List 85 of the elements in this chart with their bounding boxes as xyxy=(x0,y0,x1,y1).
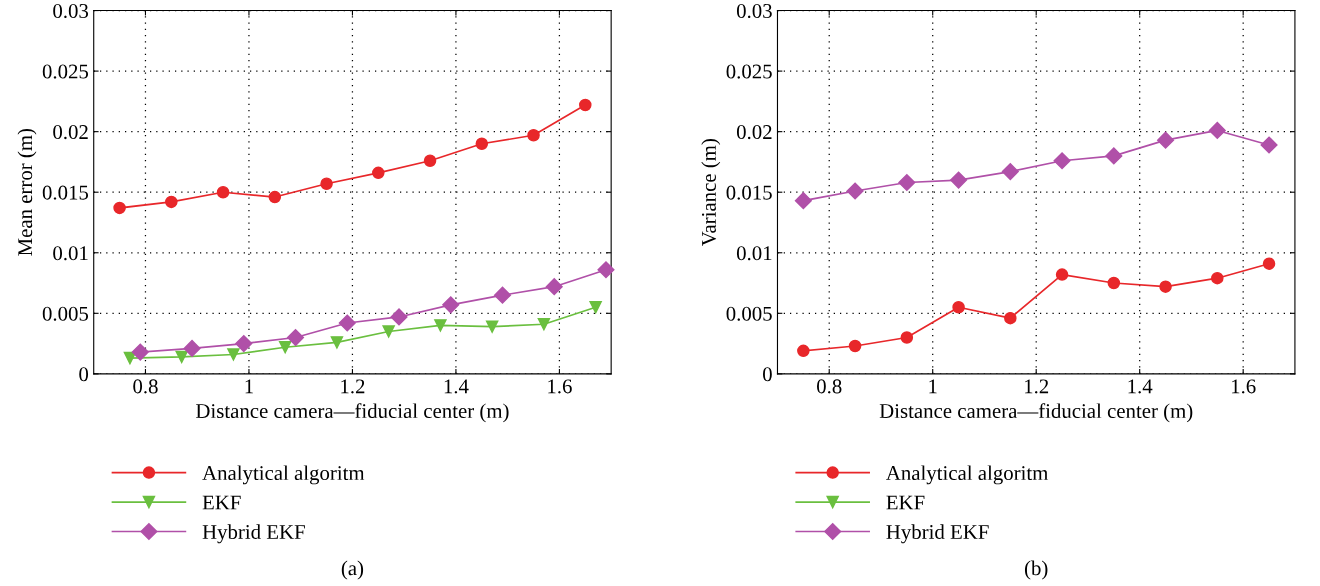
point xyxy=(113,201,126,215)
point xyxy=(1260,136,1278,154)
legend-label: EKF xyxy=(202,495,241,510)
point xyxy=(320,177,333,190)
point xyxy=(131,343,149,361)
point xyxy=(952,301,965,314)
point xyxy=(216,185,230,199)
y-tick-label: 0.01 xyxy=(736,246,772,261)
x-tick-label: 1.4 xyxy=(1128,379,1153,394)
x-tick-label: 1 xyxy=(929,379,937,394)
x-tick-label: 0.8 xyxy=(133,379,158,394)
point xyxy=(579,98,592,112)
legend-label: EKF xyxy=(886,495,925,510)
point xyxy=(1107,276,1121,290)
point xyxy=(1004,311,1017,325)
point xyxy=(390,308,408,326)
point xyxy=(382,325,395,338)
point xyxy=(493,286,512,304)
x-tick-label: 1.4 xyxy=(444,379,469,394)
y-tick-label: 0.015 xyxy=(42,185,89,200)
y-tick-label: 0.005 xyxy=(726,306,772,321)
y-axis-title: Variance (m) xyxy=(701,139,721,247)
point xyxy=(1157,131,1175,149)
point xyxy=(434,319,447,332)
point xyxy=(1105,147,1123,165)
point xyxy=(1159,280,1172,293)
point xyxy=(183,339,201,357)
point xyxy=(1211,271,1224,285)
point xyxy=(846,182,864,200)
y-tick-label: 0.03 xyxy=(736,3,772,19)
point xyxy=(794,192,812,210)
point xyxy=(423,154,437,167)
x-tick-label: 1.6 xyxy=(548,379,572,394)
legend-label: Hybrid EKF xyxy=(886,524,989,544)
point xyxy=(1001,163,1019,181)
y-tick-label: 0 xyxy=(763,367,772,382)
text: (a) xyxy=(341,560,364,580)
y-tick-label: 0.015 xyxy=(726,185,772,200)
point xyxy=(597,261,615,279)
point xyxy=(527,129,540,142)
point xyxy=(848,339,862,353)
point xyxy=(537,317,551,331)
point xyxy=(278,340,292,354)
legend-label: Analytical algoritm xyxy=(202,465,365,485)
point xyxy=(1053,152,1071,170)
point xyxy=(330,336,344,349)
point xyxy=(175,350,188,364)
point xyxy=(485,320,499,333)
point xyxy=(900,331,914,344)
y-axis-title: Mean error (m) xyxy=(17,128,37,256)
x-axis-title: Distance camera—fiducial center (m) xyxy=(196,403,509,423)
point xyxy=(898,173,916,192)
x-tick-label: 1.2 xyxy=(341,379,365,394)
point xyxy=(475,137,489,151)
text: (b) xyxy=(1024,560,1048,580)
x-tick-label: 1 xyxy=(245,379,253,394)
point xyxy=(797,344,810,358)
x-tick-label: 0.8 xyxy=(817,379,842,394)
y-tick-label: 0.025 xyxy=(726,64,772,79)
point xyxy=(286,328,305,347)
point xyxy=(338,314,356,332)
y-tick-label: 0.03 xyxy=(53,3,89,19)
point xyxy=(1208,121,1226,139)
point xyxy=(589,301,602,314)
legend-label: Analytical algoritm xyxy=(886,465,1049,485)
y-tick-label: 0.02 xyxy=(736,125,772,140)
x-tick-label: 1.2 xyxy=(1025,379,1049,394)
y-tick-label: 0.01 xyxy=(53,246,88,261)
point xyxy=(442,296,460,314)
point xyxy=(1262,257,1276,270)
point xyxy=(165,195,178,209)
point xyxy=(950,171,968,189)
legend-label: Hybrid EKF xyxy=(202,524,305,544)
point xyxy=(268,190,282,204)
y-tick-label: 0.02 xyxy=(53,125,88,140)
y-tick-label: 0 xyxy=(79,367,89,382)
point xyxy=(1055,268,1069,281)
point xyxy=(227,348,240,361)
x-tick-label: 1.6 xyxy=(1231,379,1256,394)
y-tick-label: 0.025 xyxy=(42,64,89,79)
x-axis-title: Distance camera—fiducial center (m) xyxy=(879,403,1193,423)
point xyxy=(235,335,253,353)
point xyxy=(372,166,385,180)
y-tick-label: 0.005 xyxy=(42,306,89,321)
point xyxy=(545,278,563,296)
